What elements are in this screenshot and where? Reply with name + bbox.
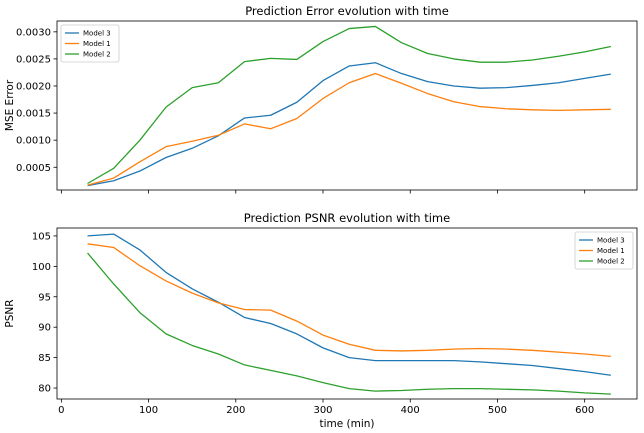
series-line-model-3: [87, 233, 611, 376]
y-tick-label: 100: [32, 262, 51, 273]
x-tick-label: 0: [58, 405, 64, 416]
legend-box: [60, 24, 120, 63]
panel-psnr: Prediction PSNR evolution with time 0 100 2…: [4, 211, 638, 430]
y-tick-label: 0.0030: [16, 27, 51, 38]
y-tick-label: 95: [38, 292, 51, 303]
y-tick-label: 80: [38, 384, 51, 395]
y-axis-label: MSE Error: [4, 79, 16, 131]
y-tick-label: 0.0015: [16, 109, 51, 120]
x-tick-label: 200: [226, 405, 245, 416]
axes-frame: [56, 20, 638, 191]
x-tick-label: 600: [575, 405, 594, 416]
x-tick-label: 400: [401, 405, 420, 416]
legend-label: Model 2: [597, 258, 625, 266]
legend-box: [574, 231, 634, 270]
y-tick-label: 105: [32, 231, 51, 242]
x-tick-label: 500: [488, 405, 507, 416]
chart-title: Prediction Error evolution with time: [245, 4, 449, 18]
axes-frame: [56, 227, 638, 400]
x-tick-label: 300: [313, 405, 332, 416]
series-line-model-1: [87, 72, 611, 186]
panel-mse: Prediction Error evolution with time 0.00…: [4, 4, 638, 194]
x-tick-label: 100: [139, 405, 158, 416]
legend-label: Model 3: [83, 30, 111, 38]
y-tick-label: 0.0025: [16, 54, 51, 65]
y-tick-label: 90: [38, 323, 51, 334]
y-tick-label: 0.0010: [16, 136, 51, 147]
legend-label: Model 3: [597, 237, 625, 245]
legend-label: Model 1: [597, 247, 625, 255]
y-tick-label: 0.0020: [16, 82, 51, 93]
series-line-model-2: [87, 252, 611, 395]
x-axis-label: time (min): [319, 418, 374, 430]
y-tick-label: 85: [38, 353, 51, 364]
chart-title: Prediction PSNR evolution with time: [244, 211, 450, 225]
series-line-model-2: [87, 25, 611, 185]
series-line-model-1: [87, 243, 611, 358]
legend: Model 3 Model 1 Model 2: [60, 24, 120, 63]
legend-label: Model 1: [83, 40, 111, 48]
y-tick-label: 0.0005: [16, 163, 51, 174]
series-line-model-3: [87, 62, 611, 187]
y-axis-label: PSNR: [4, 299, 16, 327]
legend: Model 3 Model 1 Model 2: [574, 231, 634, 270]
legend-label: Model 2: [83, 51, 111, 59]
